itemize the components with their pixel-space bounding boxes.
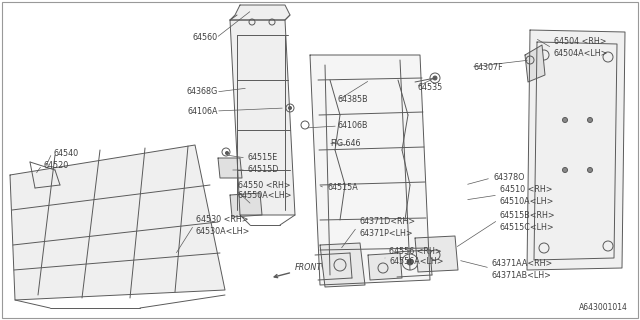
- Polygon shape: [368, 253, 402, 280]
- Circle shape: [407, 259, 413, 265]
- Text: 64515C<LH>: 64515C<LH>: [500, 222, 555, 231]
- Polygon shape: [230, 5, 290, 20]
- Circle shape: [588, 167, 593, 172]
- Text: 64550 <RH>: 64550 <RH>: [238, 180, 291, 189]
- Polygon shape: [230, 193, 262, 217]
- Text: 64510 <RH>: 64510 <RH>: [500, 186, 552, 195]
- Polygon shape: [10, 145, 225, 300]
- Circle shape: [289, 107, 291, 109]
- Polygon shape: [527, 30, 625, 270]
- Polygon shape: [415, 236, 458, 272]
- Text: A643001014: A643001014: [579, 303, 628, 312]
- Text: 64515E: 64515E: [248, 154, 278, 163]
- Text: 64504 <RH>: 64504 <RH>: [554, 37, 607, 46]
- Circle shape: [433, 76, 437, 80]
- Text: 64368G: 64368G: [187, 87, 218, 97]
- Text: 64371AA<RH>: 64371AA<RH>: [492, 260, 553, 268]
- Text: 64378O: 64378O: [493, 173, 525, 182]
- Text: 64530A<LH>: 64530A<LH>: [196, 227, 250, 236]
- Text: 64106A: 64106A: [188, 107, 218, 116]
- Text: 64556 <RH>: 64556 <RH>: [389, 246, 442, 255]
- Text: 64515A: 64515A: [327, 183, 358, 193]
- Text: 64510A<LH>: 64510A<LH>: [500, 196, 554, 205]
- Text: FIG.646: FIG.646: [330, 139, 360, 148]
- Text: 64307F: 64307F: [473, 62, 502, 71]
- Text: 64540: 64540: [54, 148, 79, 157]
- Text: 64371AB<LH>: 64371AB<LH>: [492, 270, 552, 279]
- Text: 64520: 64520: [44, 161, 69, 170]
- Circle shape: [225, 151, 228, 155]
- Polygon shape: [218, 158, 242, 178]
- Text: 64550A<LH>: 64550A<LH>: [238, 191, 292, 201]
- Circle shape: [588, 117, 593, 123]
- Text: 64560: 64560: [193, 34, 218, 43]
- Text: 64515D: 64515D: [248, 165, 280, 174]
- Text: 64504A<LH>: 64504A<LH>: [554, 49, 609, 58]
- Circle shape: [563, 167, 568, 172]
- Circle shape: [563, 117, 568, 123]
- Text: 64106B: 64106B: [337, 122, 367, 131]
- Polygon shape: [525, 45, 545, 82]
- Text: 64371P<LH>: 64371P<LH>: [359, 228, 413, 237]
- Text: 64371D<RH>: 64371D<RH>: [359, 218, 415, 227]
- Polygon shape: [310, 55, 430, 285]
- Text: 64556A<LH>: 64556A<LH>: [389, 258, 444, 267]
- Circle shape: [327, 262, 333, 268]
- Polygon shape: [230, 20, 295, 215]
- Text: 64515B<RH>: 64515B<RH>: [500, 212, 556, 220]
- Text: 64530 <RH>: 64530 <RH>: [196, 215, 248, 225]
- Polygon shape: [320, 243, 365, 287]
- Text: FRONT: FRONT: [274, 263, 323, 278]
- Text: 64385B: 64385B: [337, 95, 367, 105]
- Text: 64535: 64535: [418, 83, 444, 92]
